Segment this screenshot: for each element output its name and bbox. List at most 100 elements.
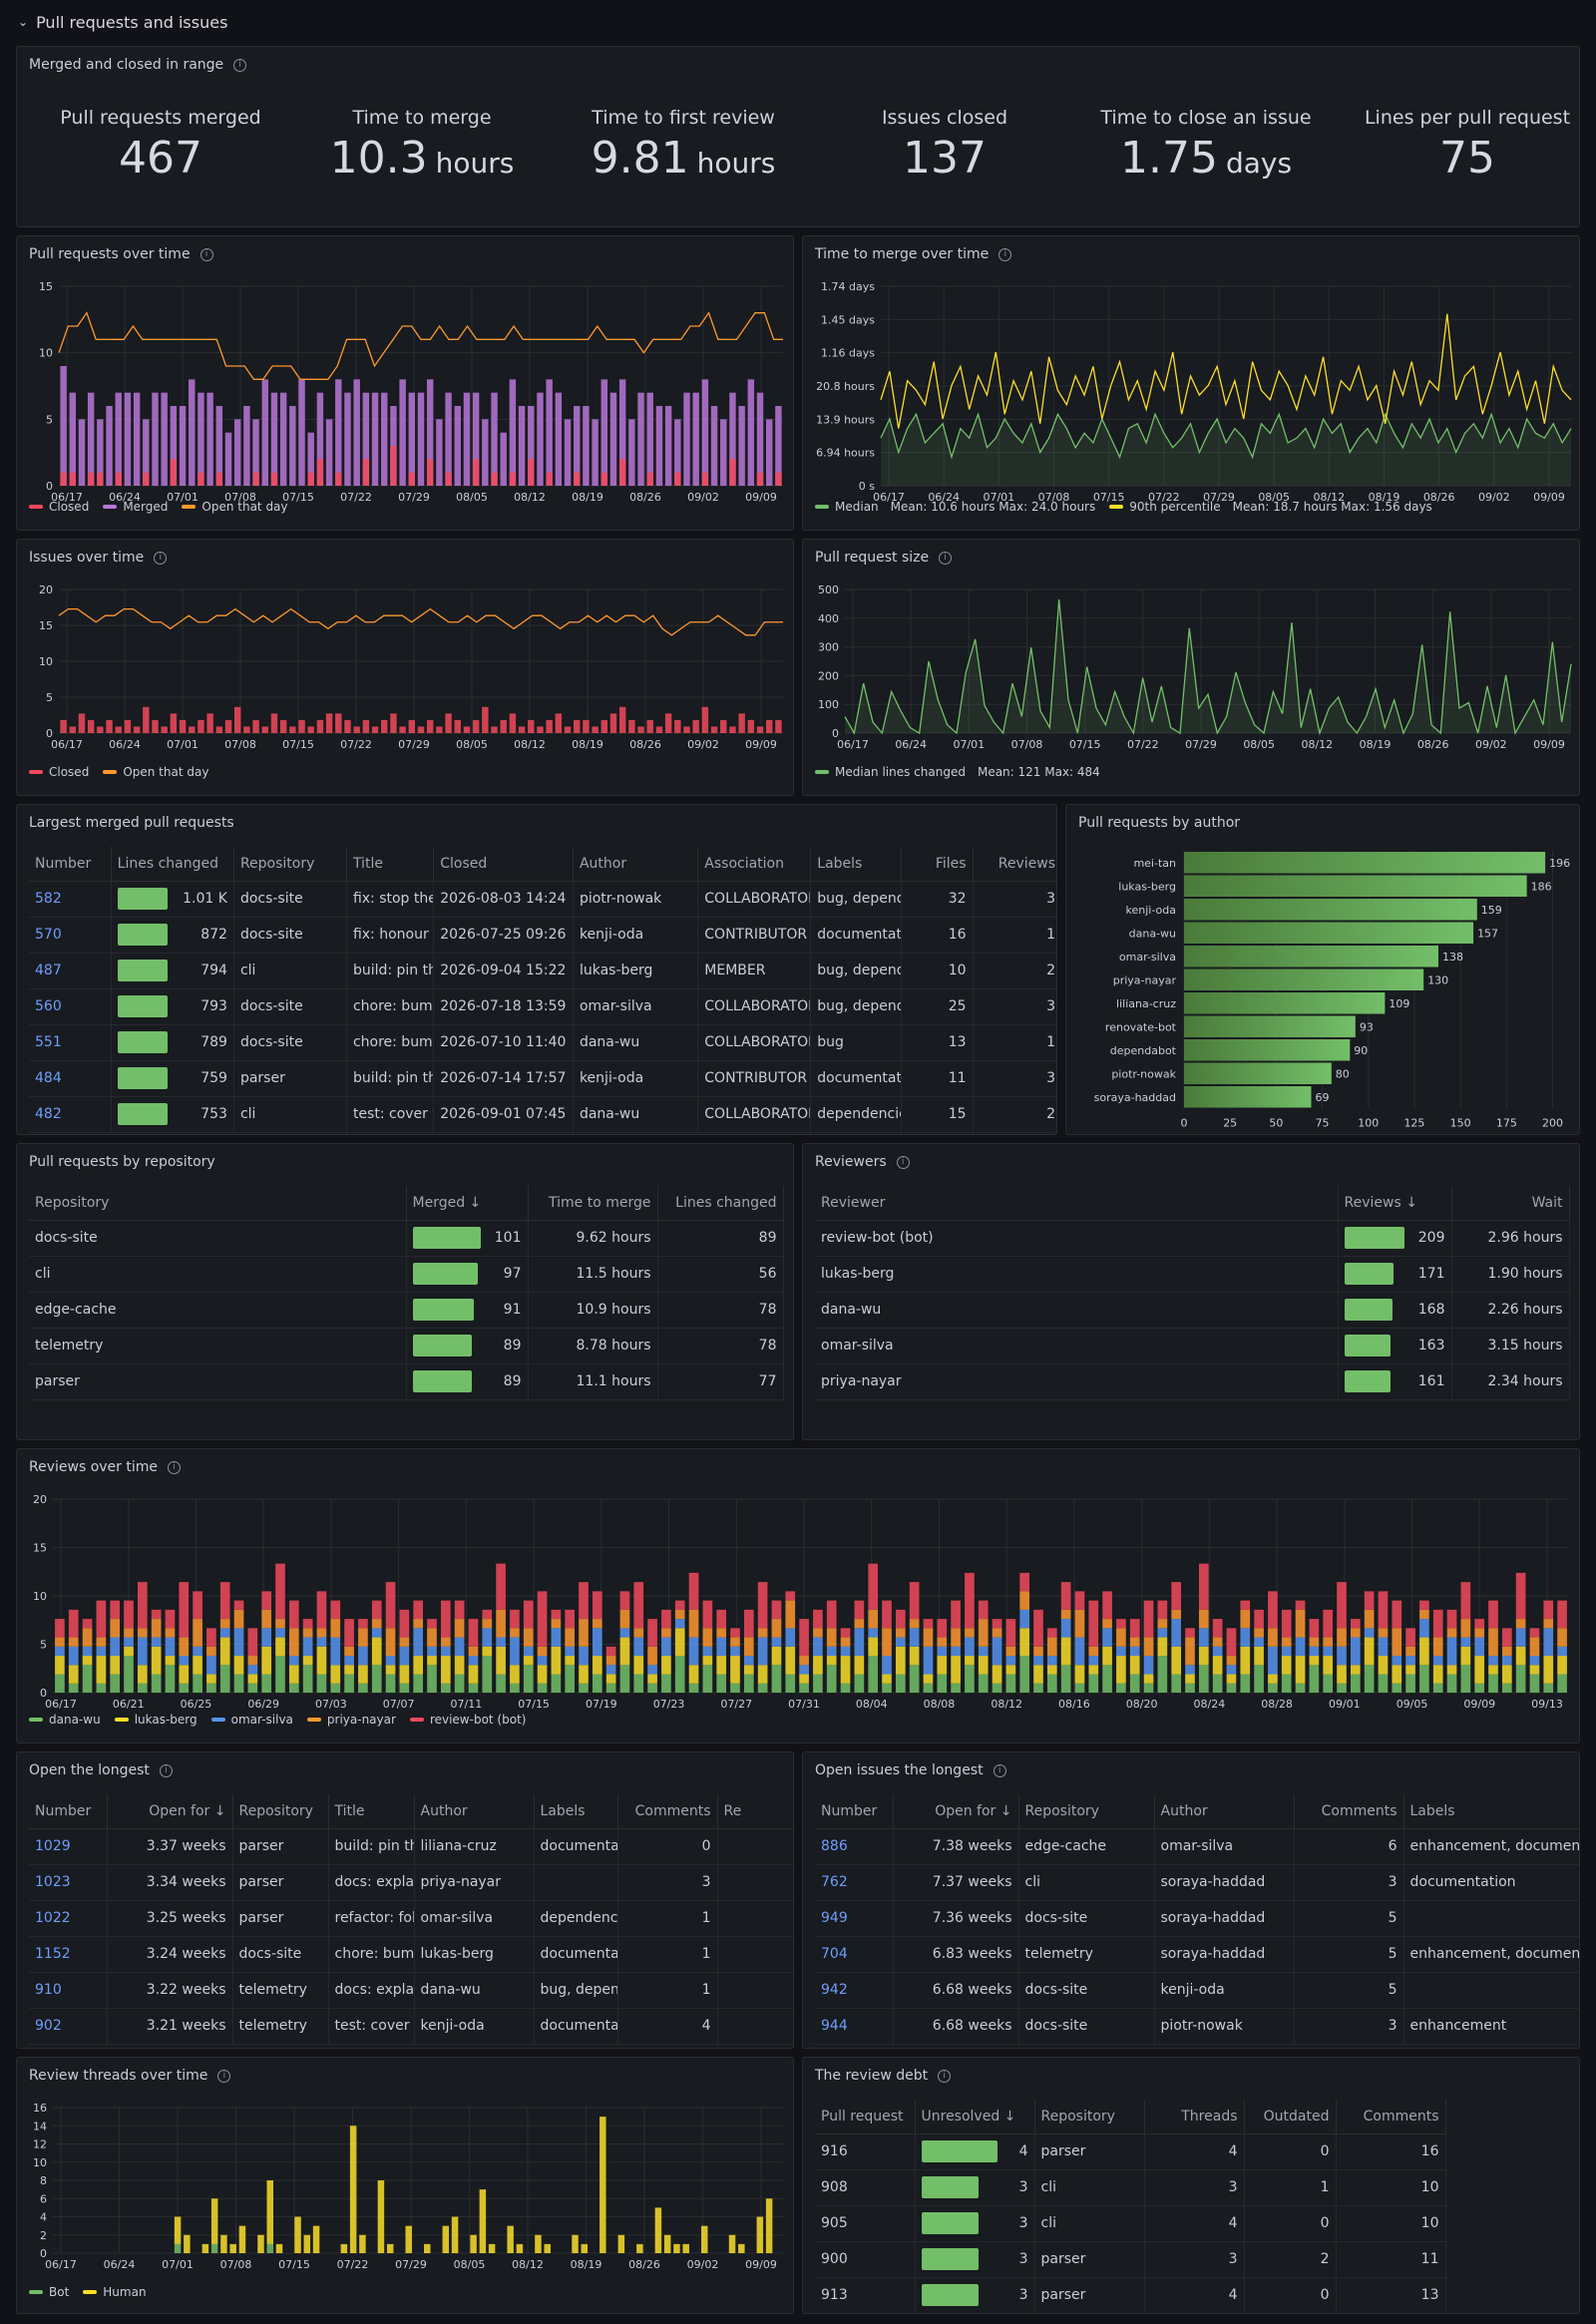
info-icon[interactable]: i: [233, 58, 247, 72]
column-header[interactable]: Outdated: [1244, 2100, 1337, 2134]
table-row[interactable]: 704 6.83 weeks telemetry soraya-haddad 5 enha…: [815, 1936, 1579, 1973]
column-header[interactable]: Open for ↓: [893, 1794, 1019, 1829]
table-row[interactable]: lukas-berg 171 1.90 hours: [815, 1256, 1570, 1293]
column-header[interactable]: Number: [29, 1794, 108, 1829]
pr-link[interactable]: 582: [29, 881, 112, 918]
table-row[interactable]: cli 97 11.5 hours 56: [29, 1256, 784, 1293]
column-header[interactable]: Repository: [29, 1186, 407, 1221]
pr-link[interactable]: 1029: [29, 1828, 108, 1865]
info-icon[interactable]: i: [217, 2069, 231, 2083]
legend-item[interactable]: Median Mean: 10.6 hours Max: 24.0 hours: [815, 500, 1095, 514]
column-header[interactable]: Title: [346, 847, 435, 882]
column-header[interactable]: Lines changed: [111, 847, 234, 882]
legend-item[interactable]: Median lines changed Mean: 121 Max: 484: [815, 765, 1100, 779]
info-icon[interactable]: i: [896, 1155, 910, 1169]
legend-item[interactable]: Human: [83, 2285, 147, 2299]
info-icon[interactable]: i: [168, 1460, 181, 1474]
table-row[interactable]: dana-wu 168 2.26 hours: [815, 1292, 1570, 1329]
table-row[interactable]: 570 872 docs-site fix: honour t 2026-07-25 0…: [29, 917, 1056, 954]
column-header[interactable]: Pull request: [815, 2100, 916, 2134]
legend-item[interactable]: review-bot (bot): [409, 1713, 526, 1727]
legend-item[interactable]: Closed: [29, 765, 89, 779]
column-header[interactable]: Number: [29, 847, 112, 882]
column-header[interactable]: Time to merge: [528, 1186, 658, 1221]
info-icon[interactable]: i: [993, 1763, 1006, 1777]
column-header[interactable]: Association: [697, 847, 812, 882]
pr-link[interactable]: 484: [29, 1060, 112, 1097]
table-row[interactable]: 913 3 parser 4 0 13: [815, 2277, 1446, 2313]
issue-link[interactable]: 886: [815, 1828, 894, 1865]
column-header[interactable]: Reviews ↓: [1338, 1186, 1452, 1221]
pr-link[interactable]: 1022: [29, 1900, 108, 1937]
issue-link[interactable]: 942: [815, 1972, 894, 2009]
column-header[interactable]: Files: [901, 847, 974, 882]
issue-link[interactable]: 944: [815, 2008, 894, 2045]
pr-link[interactable]: 902: [29, 2008, 108, 2045]
table-row[interactable]: omar-silva 163 3.15 hours: [815, 1328, 1570, 1364]
table-row[interactable]: 905 3 cli 4 0 10: [815, 2205, 1446, 2242]
issue-link[interactable]: 762: [815, 1864, 894, 1901]
column-header[interactable]: Closed: [433, 847, 574, 882]
table-row[interactable]: edge-cache 91 10.9 hours 78: [29, 1292, 784, 1329]
table-row[interactable]: docs-site 101 9.62 hours 89: [29, 1220, 784, 1257]
table-row[interactable]: 560 793 docs-site chore: bump 2026-07-18 13:…: [29, 988, 1056, 1025]
info-icon[interactable]: i: [938, 2069, 952, 2083]
column-header[interactable]: Author: [414, 1794, 535, 1829]
column-header[interactable]: Wait: [1451, 1186, 1570, 1221]
legend-item[interactable]: Bot: [29, 2285, 69, 2299]
table-row[interactable]: 902 3.21 weeks telemetry test: cover t kenji…: [29, 2008, 793, 2045]
info-icon[interactable]: i: [200, 247, 213, 261]
column-header[interactable]: Author: [573, 847, 699, 882]
table-row[interactable]: 908 3 cli 3 1 10: [815, 2169, 1446, 2206]
table-row[interactable]: 551 789 docs-site chore: bump 2026-07-10 11:…: [29, 1024, 1056, 1061]
column-header[interactable]: Number: [815, 1794, 894, 1829]
column-header[interactable]: Labels: [810, 847, 902, 882]
info-icon[interactable]: i: [998, 247, 1012, 261]
column-header[interactable]: Re: [717, 1794, 793, 1829]
table-row[interactable]: 949 7.36 weeks docs-site soraya-haddad 5: [815, 1900, 1579, 1937]
pr-link[interactable]: 910: [29, 1972, 108, 2009]
legend-item[interactable]: lukas-berg: [114, 1713, 198, 1727]
section-header[interactable]: ⌄ Pull requests and issues: [18, 10, 227, 34]
column-header[interactable]: Merged ↓: [406, 1186, 529, 1221]
pr-link[interactable]: 482: [29, 1096, 112, 1133]
column-header[interactable]: Threads: [1144, 2100, 1245, 2134]
legend-item[interactable]: Closed: [29, 500, 89, 514]
column-header[interactable]: Unresolved ↓: [915, 2100, 1035, 2134]
column-header[interactable]: Repository: [1034, 2100, 1145, 2134]
column-header[interactable]: Labels: [534, 1794, 618, 1829]
legend-item[interactable]: Open that day: [182, 500, 288, 514]
table-row[interactable]: 944 6.68 weeks docs-site piotr-nowak 3 enhanc…: [815, 2008, 1579, 2045]
column-header[interactable]: Reviewer: [815, 1186, 1339, 1221]
pr-link[interactable]: 560: [29, 988, 112, 1025]
pr-link[interactable]: 1023: [29, 1864, 108, 1901]
column-header[interactable]: Labels: [1403, 1794, 1579, 1829]
column-header[interactable]: Author: [1154, 1794, 1295, 1829]
column-header[interactable]: Lines changed: [657, 1186, 784, 1221]
pr-link[interactable]: 551: [29, 1024, 112, 1061]
issue-link[interactable]: 949: [815, 1900, 894, 1937]
column-header[interactable]: Open for ↓: [107, 1794, 233, 1829]
column-header[interactable]: Repository: [1018, 1794, 1155, 1829]
table-row[interactable]: priya-nayar 161 2.34 hours: [815, 1363, 1570, 1400]
info-icon[interactable]: i: [159, 1763, 173, 1777]
column-header[interactable]: Comments: [1294, 1794, 1404, 1829]
column-header[interactable]: Comments: [617, 1794, 718, 1829]
column-header[interactable]: Title: [328, 1794, 415, 1829]
table-row[interactable]: 942 6.68 weeks docs-site kenji-oda 5: [815, 1972, 1579, 2009]
table-row[interactable]: parser 89 11.1 hours 77: [29, 1363, 784, 1400]
pr-link[interactable]: 1152: [29, 1936, 108, 1973]
table-row[interactable]: 762 7.37 weeks cli soraya-haddad 3 documentat…: [815, 1864, 1579, 1901]
column-header[interactable]: Repository: [232, 1794, 329, 1829]
pr-link[interactable]: 487: [29, 953, 112, 989]
issue-link[interactable]: 704: [815, 1936, 894, 1973]
table-row[interactable]: 482 753 cli test: cover t 2026-09-01 07:45 da…: [29, 1096, 1056, 1133]
legend-item[interactable]: omar-silva: [210, 1713, 293, 1727]
